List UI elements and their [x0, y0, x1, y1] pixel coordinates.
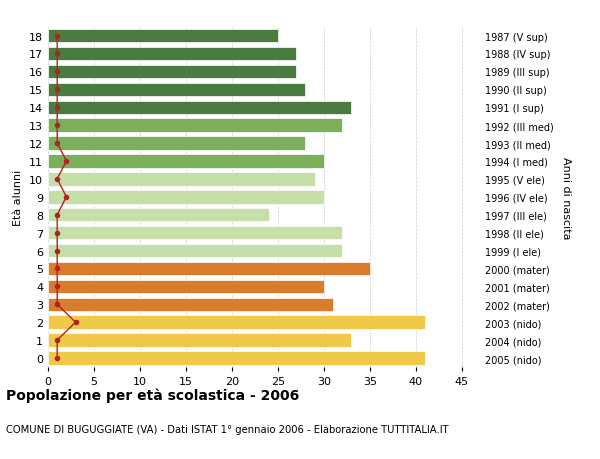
Bar [48, 119, 342, 133]
Bar [48, 280, 324, 293]
Bar [48, 316, 425, 329]
Text: Popolazione per età scolastica - 2006: Popolazione per età scolastica - 2006 [6, 388, 299, 403]
Bar [48, 226, 342, 240]
Bar [48, 208, 269, 222]
Bar [48, 84, 305, 97]
Bar [48, 262, 370, 275]
Bar [48, 48, 296, 61]
Bar [48, 334, 352, 347]
Bar [48, 137, 305, 151]
Bar [48, 173, 314, 186]
Bar [48, 155, 324, 168]
Bar [48, 244, 342, 257]
Bar [48, 30, 278, 43]
Text: COMUNE DI BUGUGGIATE (VA) - Dati ISTAT 1° gennaio 2006 - Elaborazione TUTTITALIA: COMUNE DI BUGUGGIATE (VA) - Dati ISTAT 1… [6, 425, 449, 435]
Bar [48, 66, 296, 79]
Bar [48, 101, 352, 115]
Bar [48, 298, 333, 311]
Bar [48, 190, 324, 204]
Y-axis label: Anni di nascita: Anni di nascita [561, 156, 571, 239]
Bar [48, 352, 425, 365]
Y-axis label: Età alunni: Età alunni [13, 169, 23, 225]
